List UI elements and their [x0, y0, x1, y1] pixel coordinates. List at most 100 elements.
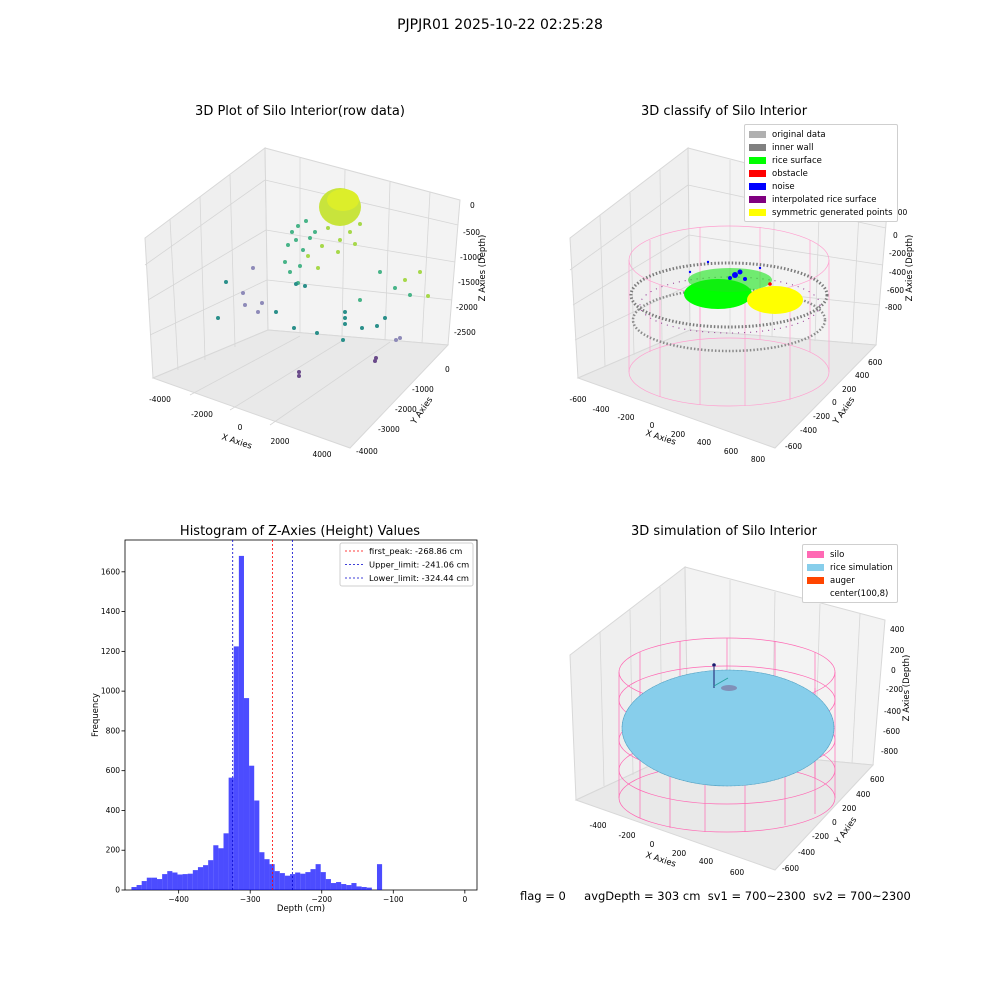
histogram-bar: [213, 845, 219, 890]
sim-ztick: 400: [890, 625, 905, 634]
legend-swatch: [749, 144, 766, 151]
histogram-bar: [157, 879, 163, 890]
histogram-xtick-label: −400: [168, 895, 189, 904]
raw-xtick: 0: [238, 423, 243, 432]
legend-swatch: [749, 131, 766, 138]
sim-ytick: 600: [870, 775, 885, 784]
legend-swatch: [807, 551, 824, 558]
histogram-xtick-label: −100: [383, 895, 404, 904]
histogram-bar: [172, 872, 178, 890]
classify-legend: original data inner wall rice surface ob…: [744, 124, 898, 222]
classify-ytick: 200: [842, 385, 857, 394]
histogram-ytick-label: 0: [115, 886, 120, 895]
sim-rice-mesh: [621, 669, 835, 787]
histogram-bar: [290, 874, 296, 890]
histogram-bar: [197, 867, 204, 890]
histogram-bar: [167, 871, 173, 890]
sim-ztick: -600: [883, 727, 900, 736]
histogram-ytick-label: 200: [106, 846, 121, 855]
histogram-bar: [243, 698, 250, 890]
raw-ytick: -1000: [412, 385, 434, 394]
classify-ztick: 200: [893, 208, 908, 217]
histogram-bar: [146, 877, 152, 890]
histogram-bar: [228, 777, 234, 890]
raw-dense-cluster-top: [327, 189, 359, 211]
sim-xtick: -400: [589, 821, 606, 830]
sim-ztick: -800: [881, 747, 898, 756]
raw-scatter-points: [216, 219, 430, 378]
histogram-bar: [274, 871, 280, 890]
histogram-xtick-label: 0: [462, 895, 467, 904]
histogram-bar: [187, 873, 193, 890]
histogram-bar: [315, 864, 321, 890]
simulation-3d-plot: -400 -200 0 200 400 600 600 400 200 0 -2…: [569, 566, 912, 877]
histogram-ytick-label: 1000: [101, 687, 120, 696]
sim-ylabel: Y Axies: [833, 815, 860, 847]
sv1-text: sv1 = 700~2300: [707, 889, 806, 903]
histogram-bar: [376, 864, 383, 890]
histogram-ytick-label: 800: [106, 726, 121, 735]
histogram-bar: [336, 882, 342, 890]
sim-ytick: 400: [856, 790, 871, 799]
histogram-bar: [279, 873, 285, 890]
histogram-title: Histogram of Z-Axies (Height) Values: [179, 524, 421, 539]
classify-ytick: 400: [855, 371, 870, 380]
avg-depth-text: avgDepth = 303 cm: [584, 889, 701, 903]
histogram-bar: [361, 887, 367, 890]
raw-ztick: -500: [463, 228, 480, 237]
raw-ztick: -2500: [454, 328, 476, 337]
sim-ytick: -600: [782, 864, 799, 873]
classify-xtick: 400: [697, 438, 712, 447]
legend-label: auger: [830, 575, 855, 586]
histogram-ytick-label: 400: [106, 806, 121, 815]
sim-xtick: 0: [650, 840, 655, 849]
sim-xtick: -200: [618, 831, 635, 840]
legend-label: original data: [772, 129, 826, 140]
histogram-ytick-label: 1600: [101, 567, 120, 576]
raw-ztick: -1000: [460, 253, 482, 262]
classify-ytick: 600: [868, 358, 883, 367]
sim-auger: [712, 663, 737, 691]
histogram-bar: [136, 885, 142, 890]
classify-xtick: 0: [650, 421, 655, 430]
raw-grid: [144, 158, 459, 426]
classify-xtick: -400: [592, 405, 609, 414]
sim-xtick: 200: [672, 849, 687, 858]
histogram-xtick-label: −200: [311, 895, 332, 904]
histogram-bar: [259, 852, 265, 890]
histogram-bar: [346, 885, 352, 890]
simulation-legend: silo rice simulation auger center(100,8): [802, 544, 898, 603]
raw-ytick: 0: [445, 365, 450, 374]
sim-ztick: -200: [886, 685, 903, 694]
classify-plot-title: 3D classify of Silo Interior: [640, 104, 808, 119]
flag-text: flag = 0: [520, 889, 566, 903]
legend-entry-silo: silo: [807, 548, 893, 561]
classify-interpolated-surface: [639, 276, 821, 334]
simulation-plot-title: 3D simulation of Silo Interior: [631, 524, 817, 539]
histogram-chart: −400 −300 −200 −100 0 0 200 400 600 800 1000 1200 1…: [91, 539, 478, 914]
sim-ytick: 0: [832, 818, 837, 827]
histogram-bar: [366, 887, 372, 890]
raw-zlabel: Z Axies (Depth): [478, 235, 488, 302]
classify-ytick: -200: [813, 412, 830, 421]
legend-entry-rice-surface: rice surface: [749, 154, 893, 167]
histogram-xticks: −400 −300 −200 −100 0: [168, 890, 467, 904]
histogram-ytick-label: 1200: [101, 647, 120, 656]
classify-noise: [688, 260, 762, 281]
classify-ztick: -400: [889, 268, 906, 277]
legend-label-lower: Lower_limit: -324.44 cm: [369, 573, 469, 583]
legend-label: inner wall: [772, 142, 814, 153]
legend-label: symmetric generated points: [772, 207, 893, 218]
raw-ytick: -3000: [378, 425, 400, 434]
histogram-legend: [339, 542, 474, 587]
sim-ytick: 200: [842, 804, 857, 813]
legend-entry-original-data: original data: [749, 128, 893, 141]
histogram-bar: [305, 872, 311, 890]
sim-ztick: 200: [890, 646, 905, 655]
histogram-bar: [330, 883, 337, 890]
classify-ztick: -800: [885, 303, 902, 312]
classify-xtick: 600: [724, 447, 739, 456]
raw-ztick: -1500: [458, 278, 480, 287]
histogram-bar: [223, 833, 229, 890]
classify-inner-wall: [629, 261, 829, 329]
